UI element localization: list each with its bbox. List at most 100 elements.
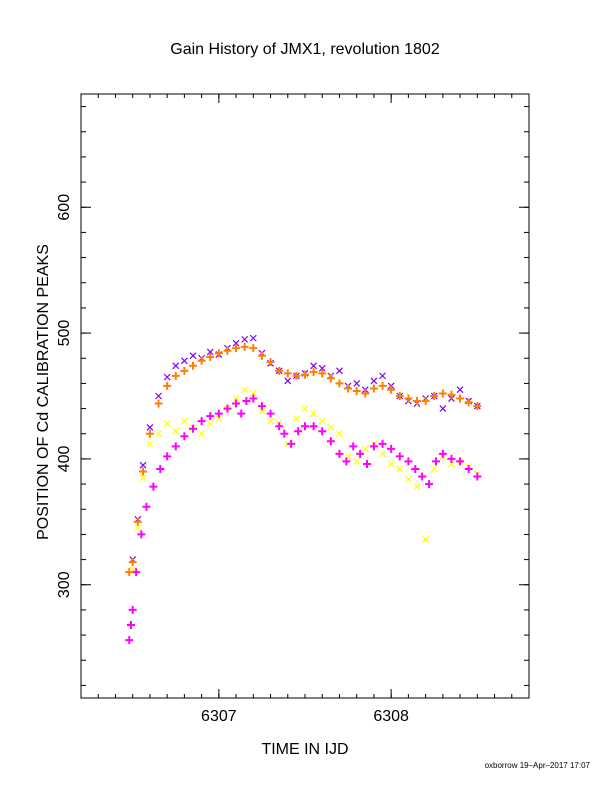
data-point bbox=[128, 605, 137, 614]
data-point bbox=[206, 352, 215, 361]
series-3 bbox=[125, 342, 482, 577]
data-point bbox=[171, 371, 180, 380]
data-point bbox=[139, 467, 148, 476]
data-point bbox=[197, 356, 206, 365]
data-point bbox=[395, 452, 404, 461]
data-point bbox=[418, 472, 427, 481]
data-point bbox=[353, 458, 361, 465]
data-point bbox=[422, 536, 430, 543]
data-point bbox=[154, 399, 163, 408]
data-point bbox=[369, 384, 378, 393]
data-point bbox=[411, 464, 420, 473]
data-point bbox=[284, 377, 292, 385]
data-point bbox=[318, 417, 326, 425]
data-point bbox=[125, 636, 134, 645]
y-tick-label: 500 bbox=[56, 320, 73, 347]
data-point bbox=[335, 449, 344, 458]
data-point bbox=[283, 369, 292, 378]
data-point bbox=[310, 362, 318, 370]
data-point bbox=[301, 405, 309, 413]
data-point bbox=[139, 461, 147, 469]
data-point bbox=[198, 430, 206, 438]
axes: 6307 6308 300 400 500 600 bbox=[56, 94, 529, 725]
data-point bbox=[280, 429, 289, 438]
data-point bbox=[464, 398, 473, 407]
data-point bbox=[249, 390, 257, 397]
data-point bbox=[266, 409, 275, 418]
data-point bbox=[142, 502, 151, 511]
data-point bbox=[180, 366, 189, 375]
data-point bbox=[137, 530, 146, 539]
data-point bbox=[258, 407, 266, 415]
data-point bbox=[197, 417, 206, 426]
data-point bbox=[309, 368, 318, 377]
data-point bbox=[172, 362, 180, 370]
data-point bbox=[146, 440, 154, 448]
data-point bbox=[396, 465, 404, 473]
chart-title: Gain History of JMX1, revolution 1802 bbox=[170, 41, 440, 58]
data-point bbox=[473, 402, 482, 411]
data-point bbox=[214, 349, 223, 358]
y-axis-label: POSITION OF Cd CALIBRATION PEAKS bbox=[35, 244, 52, 540]
data-point bbox=[189, 424, 197, 433]
data-point bbox=[335, 379, 344, 388]
data-point bbox=[149, 482, 158, 491]
data-point bbox=[223, 404, 232, 413]
data-point bbox=[456, 394, 465, 403]
data-point bbox=[240, 342, 249, 351]
data-point bbox=[145, 429, 154, 438]
footer-credit: oxborrow 19–Apr–2017 17:07 bbox=[485, 761, 591, 770]
data-point bbox=[189, 361, 197, 370]
data-point bbox=[447, 454, 456, 463]
data-point bbox=[249, 344, 258, 353]
data-point bbox=[326, 437, 335, 446]
data-point bbox=[309, 422, 318, 431]
data-point bbox=[275, 366, 284, 375]
data-point bbox=[215, 415, 223, 423]
data-point bbox=[156, 464, 165, 473]
data-point bbox=[310, 410, 318, 418]
data-point bbox=[241, 335, 249, 343]
data-point bbox=[356, 449, 365, 458]
series-2 bbox=[125, 394, 482, 645]
data-point bbox=[421, 397, 430, 406]
data-point bbox=[133, 517, 142, 526]
data-point bbox=[180, 417, 188, 425]
data-point bbox=[363, 459, 372, 468]
data-point bbox=[232, 399, 241, 408]
data-point bbox=[438, 449, 447, 458]
data-point bbox=[379, 450, 386, 458]
data-point bbox=[292, 415, 300, 423]
plot-area bbox=[125, 334, 482, 645]
data-point bbox=[232, 344, 241, 353]
x-axis-label: TIME IN IJD bbox=[261, 741, 348, 758]
data-point bbox=[146, 424, 154, 431]
data-point bbox=[163, 420, 171, 428]
data-point bbox=[189, 352, 197, 360]
data-point bbox=[326, 374, 335, 383]
data-point bbox=[301, 370, 309, 379]
data-point bbox=[336, 430, 343, 438]
data-point bbox=[439, 405, 447, 413]
data-point bbox=[163, 452, 172, 461]
data-point bbox=[413, 397, 421, 406]
data-point bbox=[155, 430, 162, 438]
data-point bbox=[266, 358, 275, 367]
x-tick-label: 6308 bbox=[373, 708, 409, 725]
data-point bbox=[456, 457, 465, 466]
data-point bbox=[292, 371, 301, 380]
data-point bbox=[425, 480, 434, 489]
data-point bbox=[180, 432, 189, 441]
data-point bbox=[155, 392, 162, 400]
data-point bbox=[206, 348, 214, 356]
data-point bbox=[241, 386, 249, 394]
x-tick-label: 6307 bbox=[201, 708, 237, 725]
data-point bbox=[404, 394, 413, 403]
data-point bbox=[395, 392, 404, 400]
data-point bbox=[172, 427, 180, 435]
data-point bbox=[370, 377, 378, 385]
data-point bbox=[387, 460, 395, 468]
data-point bbox=[369, 442, 378, 451]
data-point bbox=[387, 444, 396, 453]
data-point bbox=[180, 357, 188, 365]
